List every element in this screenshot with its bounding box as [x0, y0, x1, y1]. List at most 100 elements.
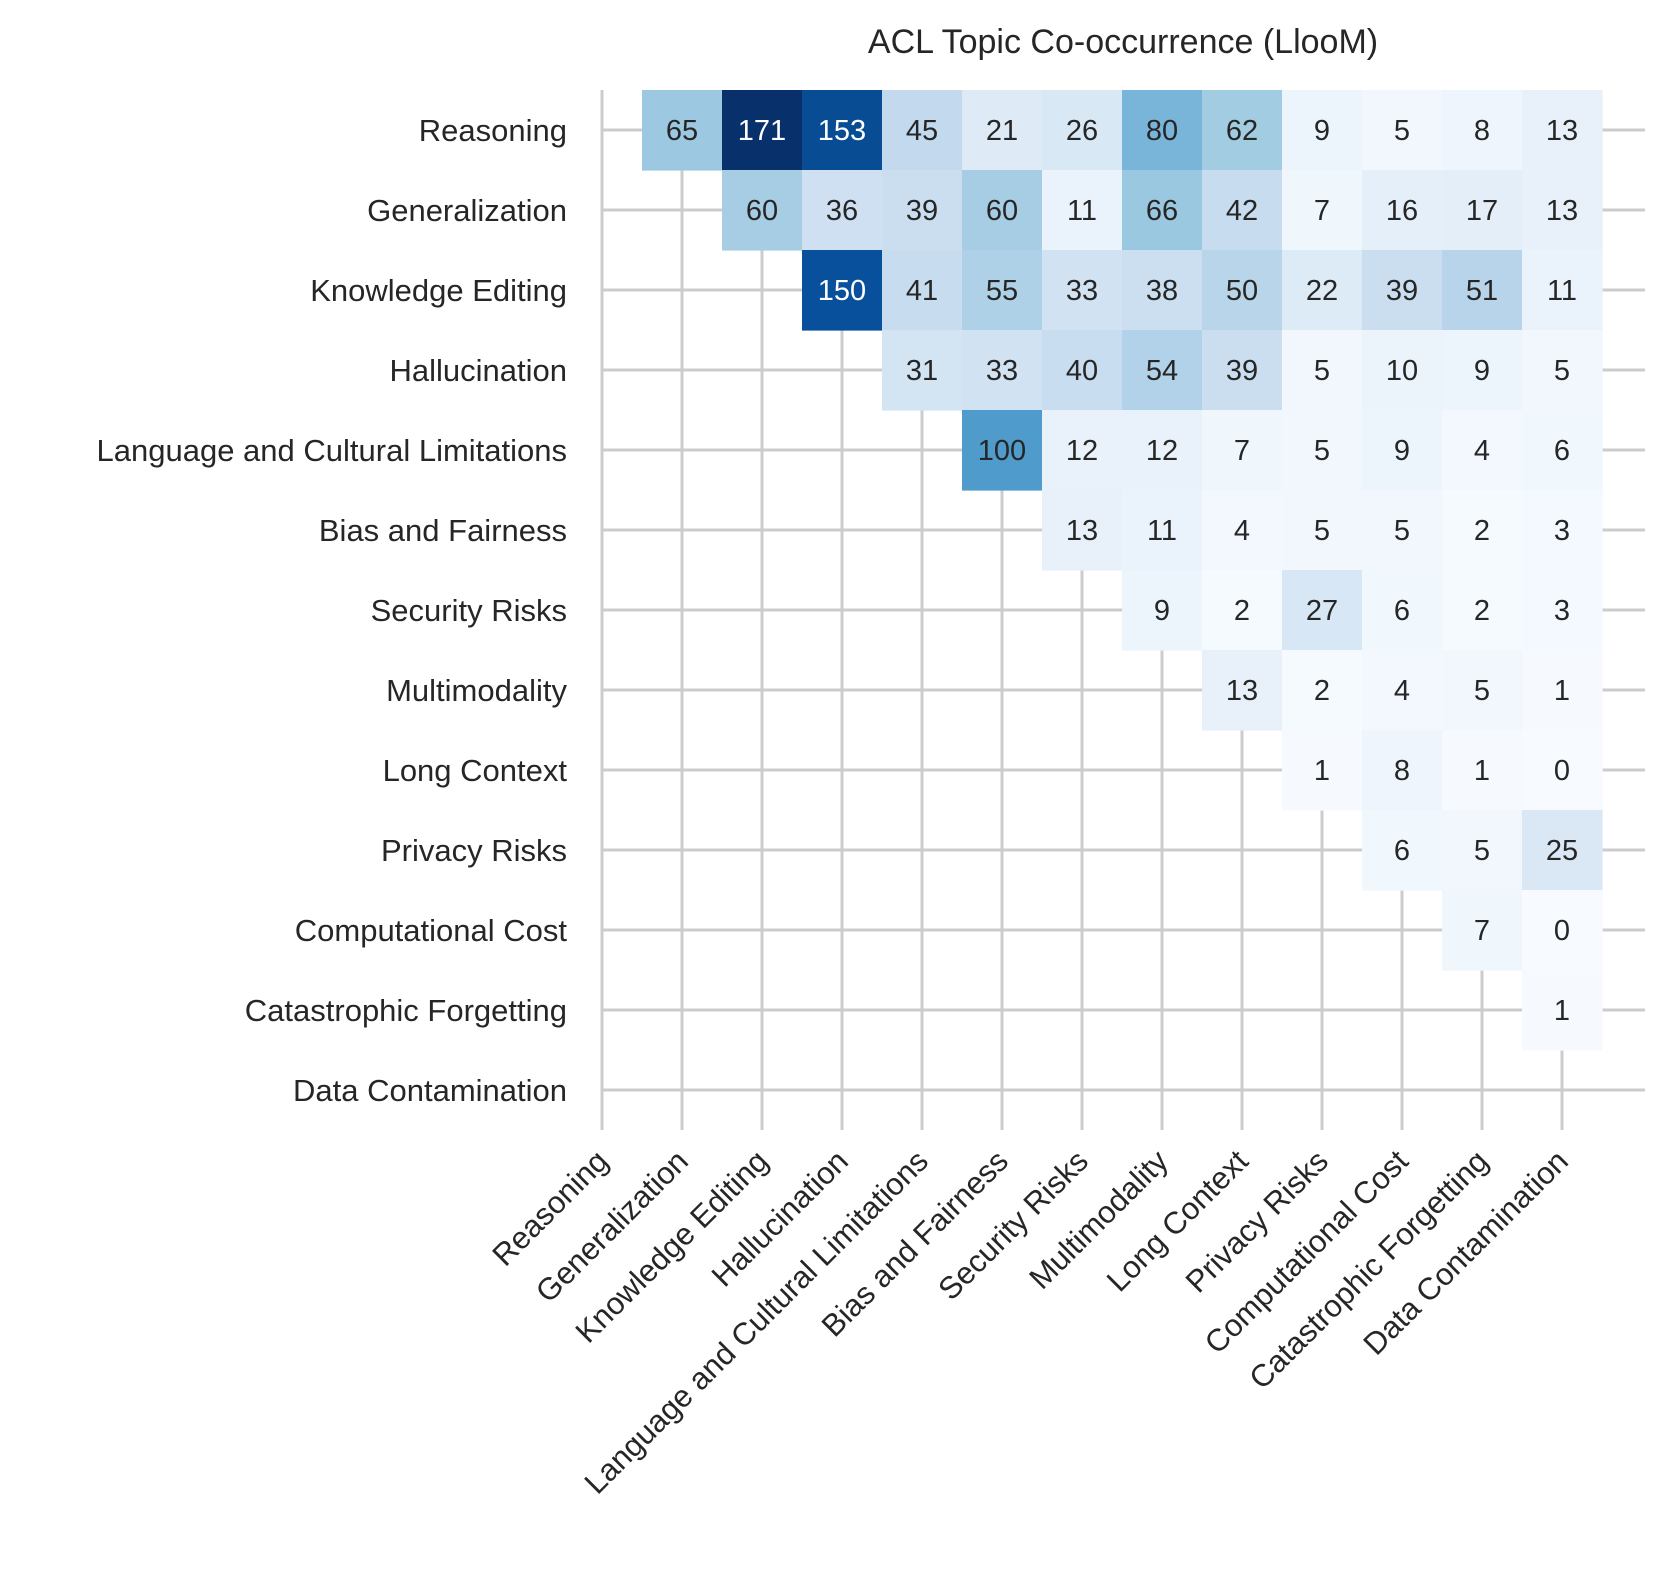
y-tick-label: Multimodality — [386, 673, 567, 708]
cell-value-label: 9 — [1394, 435, 1410, 467]
y-tick-label: Security Risks — [371, 593, 567, 628]
y-tick-label: Hallucination — [390, 353, 568, 388]
heatmap-cell-multimodality-x-catastrophic-forgetting — [1442, 650, 1523, 731]
cell-value-label: 66 — [1146, 195, 1178, 227]
cell-value-label: 7 — [1474, 915, 1490, 947]
heatmap-cell-language-and-cultural-limitations-x-bias-and-fairness — [962, 410, 1043, 491]
heatmap-cell-language-and-cultural-limitations-x-privacy-risks — [1282, 410, 1363, 491]
cell-value-label: 4 — [1394, 675, 1410, 707]
heatmap-cell-hallucination-x-multimodality — [1122, 330, 1203, 411]
heatmap-cell-catastrophic-forgetting-x-data-contamination — [1522, 970, 1603, 1051]
cell-value-label: 39 — [1386, 275, 1418, 307]
heatmap-cell-reasoning-x-hallucination — [802, 90, 883, 171]
cell-value-label: 11 — [1547, 275, 1577, 307]
y-tick-label: Computational Cost — [295, 913, 568, 948]
cell-value-label: 50 — [1226, 275, 1258, 307]
cell-value-label: 5 — [1554, 355, 1570, 387]
heatmap-cell-bias-and-fairness-x-computational-cost — [1362, 490, 1443, 571]
heatmap-cell-bias-and-fairness-x-data-contamination — [1522, 490, 1603, 571]
y-tick-label: Privacy Risks — [381, 833, 567, 868]
heatmap-cell-generalization-x-long-context — [1202, 170, 1283, 251]
cell-value-label: 5 — [1394, 115, 1410, 147]
cell-value-label: 5 — [1314, 355, 1330, 387]
heatmap-cell-knowledge-editing-x-multimodality — [1122, 250, 1203, 331]
heatmap-cell-long-context-x-catastrophic-forgetting — [1442, 730, 1523, 811]
heatmap-cell-generalization-x-language-and-cultural-limitations — [882, 170, 963, 251]
heatmap-cell-multimodality-x-privacy-risks — [1282, 650, 1363, 731]
cell-value-label: 7 — [1314, 195, 1330, 227]
y-tick-label: Generalization — [367, 193, 567, 228]
heatmap-cell-generalization-x-data-contamination — [1522, 170, 1603, 251]
heatmap-cell-multimodality-x-long-context — [1202, 650, 1283, 731]
cell-value-label: 39 — [1226, 355, 1258, 387]
cell-value-label: 40 — [1066, 355, 1098, 387]
cell-value-label: 150 — [818, 275, 866, 307]
heatmap-cell-generalization-x-security-risks — [1042, 170, 1123, 251]
heatmap-cell-hallucination-x-computational-cost — [1362, 330, 1443, 411]
cell-value-label: 1 — [1314, 755, 1330, 787]
cell-value-label: 8 — [1394, 755, 1410, 787]
cell-value-label: 153 — [818, 115, 866, 147]
cell-value-label: 12 — [1146, 435, 1178, 467]
cell-value-label: 62 — [1226, 115, 1258, 147]
cell-value-label: 5 — [1314, 515, 1330, 547]
cell-value-label: 39 — [906, 195, 938, 227]
heatmap-cell-hallucination-x-long-context — [1202, 330, 1283, 411]
heatmap-cell-reasoning-x-generalization — [642, 90, 723, 171]
cell-value-label: 5 — [1474, 835, 1490, 867]
heatmap-cell-generalization-x-multimodality — [1122, 170, 1203, 251]
cell-value-label: 0 — [1554, 755, 1570, 787]
cell-value-label: 3 — [1554, 595, 1570, 627]
cell-value-label: 25 — [1546, 835, 1578, 867]
heatmap-cell-language-and-cultural-limitations-x-catastrophic-forgetting — [1442, 410, 1523, 491]
heatmap-cell-security-risks-x-multimodality — [1122, 570, 1203, 651]
y-tick-label: Bias and Fairness — [319, 513, 567, 548]
heatmap-cell-knowledge-editing-x-security-risks — [1042, 250, 1123, 331]
heatmap-cell-security-risks-x-computational-cost — [1362, 570, 1443, 651]
cell-value-label: 38 — [1146, 275, 1178, 307]
cell-value-label: 45 — [906, 115, 938, 147]
cell-value-label: 9 — [1314, 115, 1330, 147]
cell-value-label: 13 — [1546, 115, 1578, 147]
cell-value-label: 33 — [1066, 275, 1098, 307]
heatmap-cell-generalization-x-knowledge-editing — [722, 170, 803, 251]
cell-value-label: 41 — [906, 275, 938, 307]
y-tick-labels: Reasoning Generalization Knowledge Editing… — [97, 113, 568, 1108]
heatmap-cell-reasoning-x-catastrophic-forgetting — [1442, 90, 1523, 171]
cell-value-label: 21 — [986, 115, 1018, 147]
cell-value-label: 5 — [1314, 435, 1330, 467]
heatmap-cell-hallucination-x-privacy-risks — [1282, 330, 1363, 411]
cell-value-label: 60 — [986, 195, 1018, 227]
y-tick-label: Catastrophic Forgetting — [245, 993, 567, 1028]
y-tick-label: Knowledge Editing — [310, 273, 567, 308]
cell-value-label: 2 — [1474, 515, 1490, 547]
heatmap-cell-multimodality-x-data-contamination — [1522, 650, 1603, 731]
heatmap-cell-reasoning-x-multimodality — [1122, 90, 1203, 171]
cell-value-label: 1 — [1554, 675, 1570, 707]
heatmap-cell-language-and-cultural-limitations-x-data-contamination — [1522, 410, 1603, 491]
heatmap-cell-knowledge-editing-x-privacy-risks — [1282, 250, 1363, 331]
heatmap-cell-hallucination-x-bias-and-fairness — [962, 330, 1043, 411]
heatmap-cell-knowledge-editing-x-catastrophic-forgetting — [1442, 250, 1523, 331]
heatmap-cell-reasoning-x-long-context — [1202, 90, 1283, 171]
cell-value-label: 13 — [1546, 195, 1578, 227]
cell-value-label: 1 — [1474, 755, 1490, 787]
cell-value-label: 3 — [1554, 515, 1570, 547]
cell-value-label: 12 — [1066, 435, 1098, 467]
heatmap-cell-reasoning-x-knowledge-editing — [722, 90, 803, 171]
y-tick-label: Reasoning — [419, 113, 567, 148]
heatmap-cell-generalization-x-computational-cost — [1362, 170, 1443, 251]
heatmap-cell-computational-cost-x-data-contamination — [1522, 890, 1603, 971]
heatmap-cell-long-context-x-computational-cost — [1362, 730, 1443, 811]
heatmap-cell-security-risks-x-catastrophic-forgetting — [1442, 570, 1523, 651]
cell-value-label: 0 — [1554, 915, 1570, 947]
cell-value-label: 42 — [1226, 195, 1258, 227]
cell-value-label: 9 — [1474, 355, 1490, 387]
cell-value-label: 22 — [1306, 275, 1338, 307]
heatmap-cell-security-risks-x-long-context — [1202, 570, 1283, 651]
heatmap-cell-generalization-x-privacy-risks — [1282, 170, 1363, 251]
heatmap-cell-knowledge-editing-x-long-context — [1202, 250, 1283, 331]
cell-value-label: 8 — [1474, 115, 1490, 147]
